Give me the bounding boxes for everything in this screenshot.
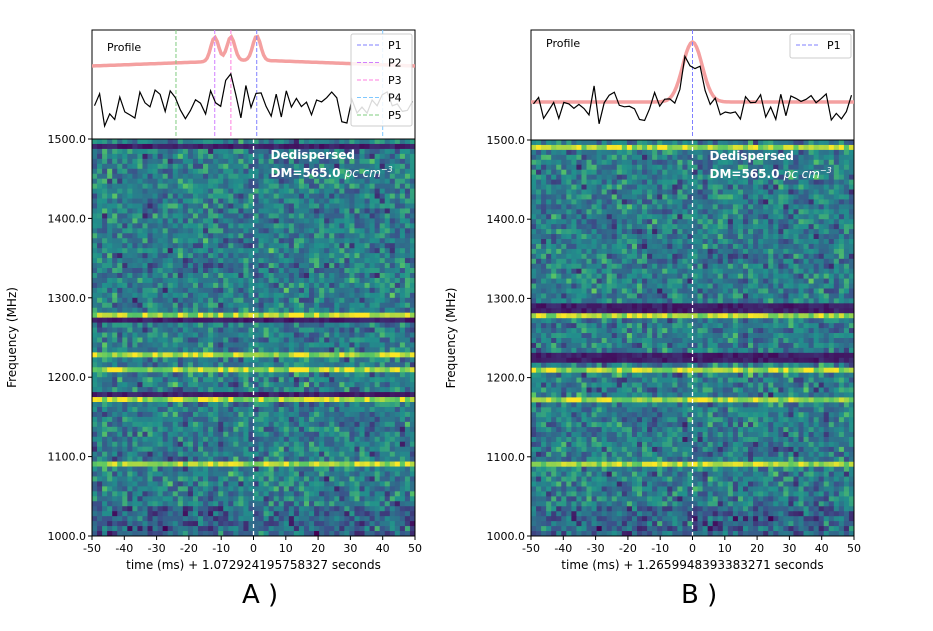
legend-label-a: P1	[388, 39, 402, 52]
annotation-dm-b: DM=565.0 pc cm−3	[710, 166, 832, 181]
y-tick-label-a: 1300.0	[48, 292, 87, 305]
profile-label-a: Profile	[107, 41, 141, 54]
x-tick-label-b: -50	[522, 542, 540, 555]
x-tick-label-b: 20	[750, 542, 764, 555]
y-tick-label-b: 1000.0	[487, 530, 526, 543]
y-tick-label-a: 1000.0	[48, 530, 87, 543]
heatmap-b	[531, 140, 855, 537]
x-tick-label-b: -30	[587, 542, 605, 555]
annotation-dm-a: DM=565.0 pc cm−3	[271, 165, 393, 180]
y-axis-label-a: Frequency (MHz)	[5, 287, 19, 388]
y-tick-label-b: 1400.0	[487, 213, 526, 226]
panel-b-letter: B )	[681, 580, 718, 610]
profile-label-b: Profile	[546, 37, 580, 50]
profile-legend-b	[789, 33, 852, 59]
y-axis-label-b: Frequency (MHz)	[444, 288, 458, 389]
panel-b: Dedispersed DM=565.0 pc cm−3 -50 -40 -30 -20 -…	[444, 29, 861, 572]
x-tick-label-a: 40	[376, 542, 390, 555]
x-tick-label-a: -30	[148, 542, 166, 555]
y-tick-label-b: 1200.0	[487, 372, 526, 385]
y-tick-label-a: 1500.0	[48, 133, 87, 146]
x-tick-label-a: 50	[408, 542, 422, 555]
y-tick-label-a: 1400.0	[48, 212, 87, 225]
panel-a: Dedispersed DM=565.0 pc cm−3 -50 -40 -30 -20 -…	[5, 29, 422, 572]
legend-label-a: P3	[388, 74, 402, 87]
annotation-title-b: Dedispersed	[710, 149, 794, 163]
x-tick-label-a: -40	[115, 542, 133, 555]
x-tick-label-a: 0	[250, 542, 257, 555]
panel-a-letter: A )	[242, 580, 279, 610]
x-tick-label-b: -10	[651, 542, 669, 555]
y-tick-label-b: 1100.0	[487, 451, 526, 464]
profile-legend-a	[350, 33, 413, 127]
heatmap-a	[92, 139, 416, 537]
profile-plot-b: Profile P1	[530, 29, 855, 141]
x-tick-label-b: 10	[718, 542, 732, 555]
legend-label-b: P1	[827, 39, 841, 52]
x-tick-label-a: -50	[83, 542, 101, 555]
x-tick-label-a: 10	[279, 542, 293, 555]
legend-label-a: P4	[388, 92, 402, 105]
x-tick-label-b: 0	[689, 542, 696, 555]
x-tick-label-a: -10	[212, 542, 230, 555]
x-tick-label-b: -40	[554, 542, 572, 555]
y-tick-label-b: 1300.0	[487, 292, 526, 305]
y-tick-label-a: 1200.0	[48, 371, 87, 384]
x-tick-label-a: 20	[311, 542, 325, 555]
x-axis-label-b: time (ms) + 1.2659948393383271 seconds	[561, 558, 823, 572]
annotation-title-a: Dedispersed	[271, 148, 355, 162]
y-tick-label-a: 1100.0	[48, 451, 87, 464]
legend-label-a: P2	[388, 57, 402, 70]
x-tick-label-b: 40	[815, 542, 829, 555]
legend-label-a: P5	[388, 109, 402, 122]
profile-plot-a: Profile P1 P2 P3 P4 P5	[91, 29, 416, 140]
y-tick-label-b: 1500.0	[487, 134, 526, 147]
x-tick-label-a: -20	[180, 542, 198, 555]
x-tick-label-b: 30	[782, 542, 796, 555]
x-axis-label-a: time (ms) + 1.072924195758327 seconds	[126, 558, 381, 572]
x-tick-label-b: 50	[847, 542, 861, 555]
x-tick-label-b: -20	[619, 542, 637, 555]
profile-series-b	[533, 54, 853, 124]
x-tick-label-a: 30	[343, 542, 357, 555]
